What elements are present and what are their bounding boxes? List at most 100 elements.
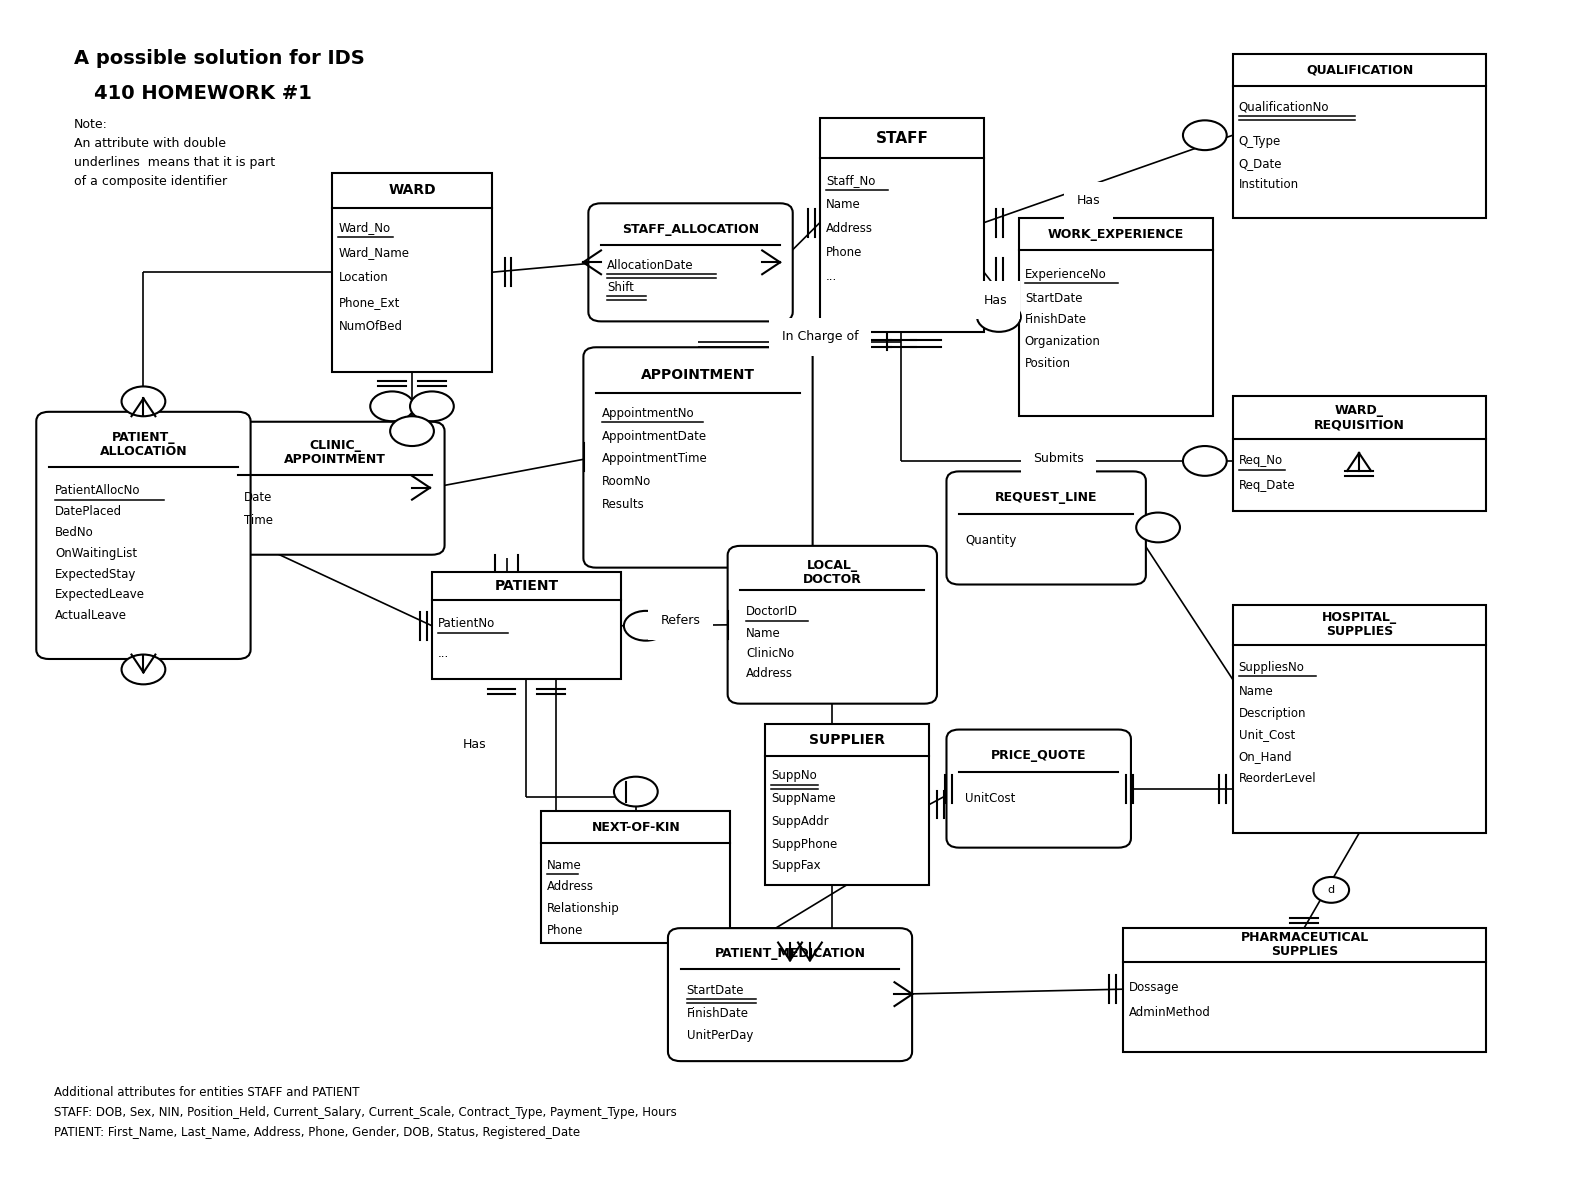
Text: Ward_No: Ward_No	[339, 221, 391, 234]
Text: ExperienceNo: ExperienceNo	[1026, 267, 1107, 280]
Text: NumOfBed: NumOfBed	[339, 321, 402, 334]
FancyBboxPatch shape	[588, 203, 793, 322]
Text: Name: Name	[746, 627, 781, 640]
Text: ...: ...	[825, 270, 836, 283]
Text: PRICE_QUOTE: PRICE_QUOTE	[991, 749, 1086, 762]
Text: Name: Name	[547, 859, 582, 872]
Ellipse shape	[370, 392, 413, 421]
Text: Time: Time	[243, 513, 273, 526]
Text: BedNo: BedNo	[56, 526, 94, 539]
Ellipse shape	[390, 416, 434, 446]
Text: Location: Location	[339, 271, 388, 284]
FancyBboxPatch shape	[1232, 605, 1487, 833]
Text: DatePlaced: DatePlaced	[56, 505, 122, 518]
Text: AppointmentTime: AppointmentTime	[603, 452, 708, 465]
Ellipse shape	[1183, 446, 1227, 476]
FancyBboxPatch shape	[432, 573, 622, 679]
Text: Description: Description	[1239, 706, 1305, 719]
Text: FinishDate: FinishDate	[687, 1007, 749, 1020]
Text: StartDate: StartDate	[687, 984, 744, 996]
FancyBboxPatch shape	[584, 348, 812, 568]
Text: Req_Date: Req_Date	[1239, 479, 1296, 492]
Text: SUPPLIER: SUPPLIER	[809, 733, 886, 746]
Text: Position: Position	[1026, 357, 1070, 370]
FancyBboxPatch shape	[820, 118, 984, 332]
Text: Note:
An attribute with double
underlines  means that it is part
of a composite : Note: An attribute with double underline…	[73, 118, 275, 188]
Text: Institution: Institution	[1239, 179, 1299, 192]
Text: PATIENT_
ALLOCATION: PATIENT_ ALLOCATION	[100, 431, 188, 458]
FancyBboxPatch shape	[946, 471, 1146, 584]
Text: Shift: Shift	[607, 280, 634, 293]
Text: Q_Type: Q_Type	[1239, 135, 1282, 148]
Text: QualificationNo: QualificationNo	[1239, 101, 1329, 114]
Text: Results: Results	[603, 498, 646, 511]
Text: SuppliesNo: SuppliesNo	[1239, 661, 1304, 674]
Text: Ward_Name: Ward_Name	[339, 246, 409, 259]
Ellipse shape	[121, 387, 165, 416]
FancyBboxPatch shape	[37, 412, 251, 659]
Text: STAFF_ALLOCATION: STAFF_ALLOCATION	[622, 222, 758, 235]
Text: Has: Has	[984, 293, 1008, 306]
FancyBboxPatch shape	[1232, 53, 1487, 218]
Text: Submits: Submits	[1034, 452, 1084, 465]
Text: Has: Has	[1076, 194, 1100, 207]
FancyBboxPatch shape	[1019, 218, 1213, 416]
Text: Address: Address	[547, 880, 595, 893]
Text: AllocationDate: AllocationDate	[607, 259, 693, 272]
Text: PatientNo: PatientNo	[437, 618, 494, 631]
Text: RoomNo: RoomNo	[603, 476, 652, 489]
Ellipse shape	[1313, 877, 1348, 903]
Text: UnitCost: UnitCost	[965, 793, 1016, 804]
Text: UnitPerDay: UnitPerDay	[687, 1029, 754, 1042]
Ellipse shape	[121, 654, 165, 684]
Text: STAFF: DOB, Sex, NIN, Position_Held, Current_Salary, Current_Scale, Contract_Typ: STAFF: DOB, Sex, NIN, Position_Held, Cur…	[54, 1106, 677, 1119]
Text: HOSPITAL_
SUPPLIES: HOSPITAL_ SUPPLIES	[1321, 612, 1398, 639]
FancyBboxPatch shape	[765, 724, 929, 885]
Ellipse shape	[976, 302, 1021, 332]
Text: AdminMethod: AdminMethod	[1129, 1006, 1212, 1019]
Text: Req_No: Req_No	[1239, 454, 1283, 467]
Text: Staff_No: Staff_No	[825, 174, 875, 187]
Text: STAFF: STAFF	[876, 130, 929, 146]
Text: WARD_
REQUISITION: WARD_ REQUISITION	[1313, 405, 1406, 432]
Text: FinishDate: FinishDate	[1026, 313, 1088, 327]
Text: Organization: Organization	[1026, 335, 1100, 348]
Text: PATIENT: PATIENT	[494, 578, 558, 593]
FancyBboxPatch shape	[332, 173, 491, 371]
Text: PatientAllocNo: PatientAllocNo	[56, 484, 140, 497]
Text: On_Hand: On_Hand	[1239, 750, 1293, 763]
Ellipse shape	[1183, 121, 1227, 150]
Text: Address: Address	[825, 222, 873, 235]
Text: OnWaitingList: OnWaitingList	[56, 547, 137, 560]
Text: Name: Name	[825, 199, 860, 212]
Text: Dossage: Dossage	[1129, 981, 1180, 994]
Text: WARD: WARD	[388, 183, 436, 198]
Ellipse shape	[623, 610, 668, 641]
Text: PATIENT: First_Name, Last_Name, Address, Phone, Gender, DOB, Status, Registered_: PATIENT: First_Name, Last_Name, Address,…	[54, 1126, 580, 1139]
Text: PHARMACEUTICAL
SUPPLIES: PHARMACEUTICAL SUPPLIES	[1240, 931, 1369, 958]
Text: ReorderLevel: ReorderLevel	[1239, 772, 1317, 786]
Text: QUALIFICATION: QUALIFICATION	[1305, 63, 1414, 76]
Text: PATIENT_MEDICATION: PATIENT_MEDICATION	[714, 946, 865, 959]
Text: 410 HOMEWORK #1: 410 HOMEWORK #1	[94, 84, 312, 103]
FancyBboxPatch shape	[668, 929, 913, 1061]
Text: Date: Date	[243, 491, 272, 504]
Text: In Charge of: In Charge of	[782, 330, 859, 343]
Text: StartDate: StartDate	[1026, 291, 1083, 304]
FancyBboxPatch shape	[541, 812, 730, 943]
Text: Quantity: Quantity	[965, 534, 1016, 547]
Text: ClinicNo: ClinicNo	[746, 647, 795, 660]
FancyBboxPatch shape	[1232, 396, 1487, 511]
FancyBboxPatch shape	[728, 545, 937, 704]
Text: SuppNo: SuppNo	[771, 769, 817, 782]
Ellipse shape	[614, 777, 658, 807]
FancyBboxPatch shape	[1123, 927, 1487, 1052]
Text: ExpectedStay: ExpectedStay	[56, 568, 137, 581]
Text: A possible solution for IDS: A possible solution for IDS	[73, 49, 364, 67]
Text: CLINIC_
APPOINTMENT: CLINIC_ APPOINTMENT	[285, 439, 386, 466]
Text: Q_Date: Q_Date	[1239, 156, 1282, 169]
Text: Has: Has	[463, 738, 487, 751]
Text: Name: Name	[1239, 685, 1274, 698]
Text: Additional attributes for entities STAFF and PATIENT: Additional attributes for entities STAFF…	[54, 1086, 359, 1099]
Text: Address: Address	[746, 667, 793, 680]
